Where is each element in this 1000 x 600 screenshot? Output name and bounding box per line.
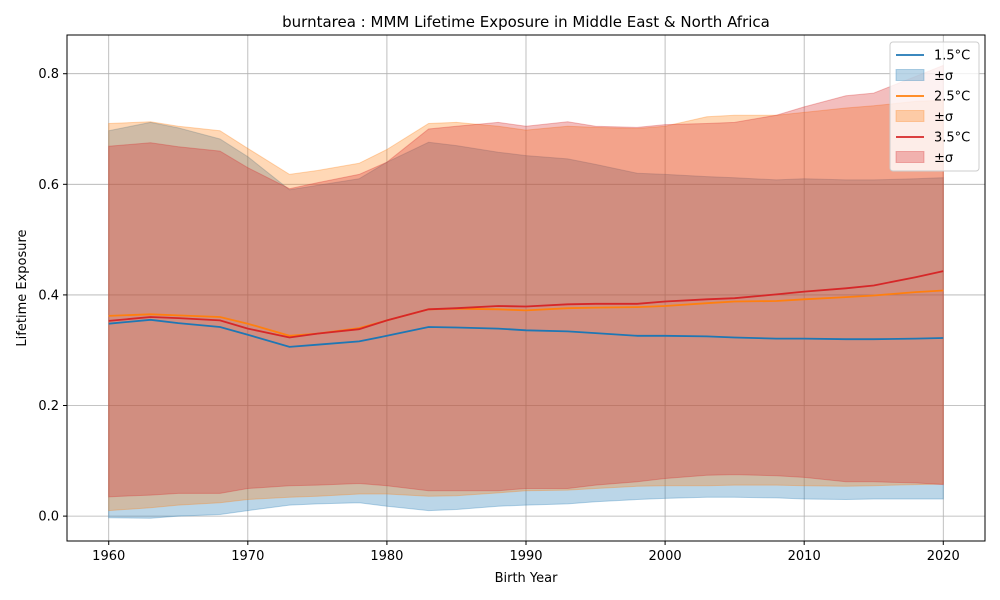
- y-tick-label: 0.6: [38, 178, 59, 193]
- legend: 1.5°C ±σ 2.5°C ±σ 3.5°C ±σ: [889, 41, 980, 172]
- ticks: 1960 1970 1980 1990 2000 2010 2020 0.0 0.2 0.4 0.6…: [38, 67, 960, 564]
- legend-band-label: ±σ: [934, 110, 953, 125]
- band-series-1: [108, 99, 944, 512]
- legend-label: 3.5°C: [934, 131, 970, 146]
- y-tick-label: 0.8: [38, 67, 59, 82]
- legend-box: [889, 41, 980, 172]
- legend-band-swatch: [895, 69, 925, 81]
- band-series-0: [108, 121, 944, 519]
- x-axis-label: Birth Year: [495, 571, 559, 586]
- legend-band-swatch: [895, 110, 925, 122]
- line-series-2: [108, 270, 944, 339]
- x-tick-label: 1970: [231, 549, 264, 564]
- x-tick-label: 2020: [927, 549, 960, 564]
- x-tick-label: 1960: [92, 549, 125, 564]
- chart-title: burntarea : MMM Lifetime Exposure in Mid…: [282, 13, 770, 31]
- y-axis-label: Lifetime Exposure: [15, 229, 30, 346]
- x-tick-label: 1980: [370, 549, 403, 564]
- bands: [108, 64, 944, 519]
- legend-label: 2.5°C: [934, 90, 970, 105]
- legend-band-swatch: [895, 151, 925, 163]
- series-lines: [108, 270, 944, 348]
- line-series-0: [108, 318, 944, 348]
- legend-band-label: ±σ: [934, 69, 953, 84]
- legend-band-label: ±σ: [934, 151, 953, 166]
- legend-label: 1.5°C: [934, 49, 970, 64]
- x-tick-label: 1990: [509, 549, 542, 564]
- x-tick-label: 2000: [649, 549, 682, 564]
- band-series-2: [108, 64, 944, 498]
- y-tick-label: 0.4: [38, 288, 59, 303]
- grid: [67, 35, 985, 541]
- y-tick-label: 0.2: [38, 399, 59, 414]
- y-tick-label: 0.0: [38, 510, 59, 525]
- line-series-1: [108, 289, 944, 337]
- x-tick-label: 2010: [788, 549, 821, 564]
